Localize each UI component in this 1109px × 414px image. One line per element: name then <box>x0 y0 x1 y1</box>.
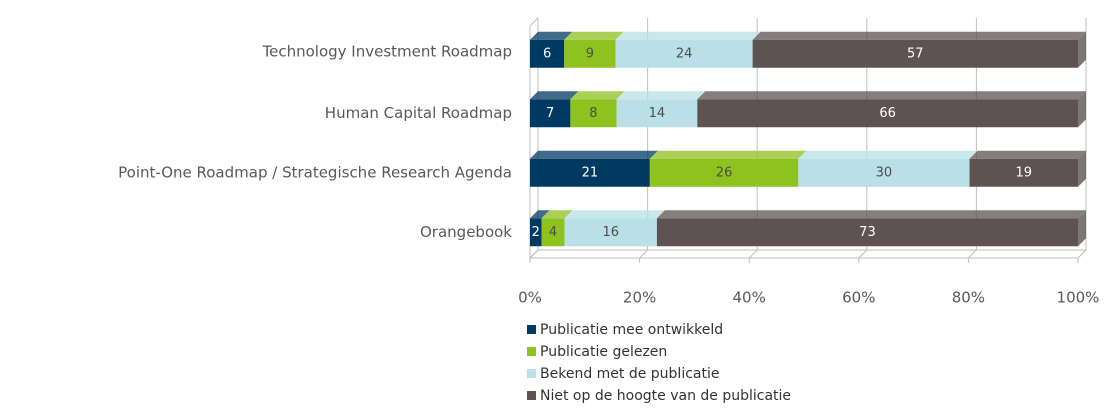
bar-top <box>656 210 1086 219</box>
legend-label: Niet op de hoogte van de publicatie <box>540 388 791 404</box>
grid-line-floor <box>968 249 977 259</box>
grid-line-floor <box>639 249 648 259</box>
legend-swatch <box>527 369 536 378</box>
bar <box>615 39 753 68</box>
bar-top <box>616 91 706 100</box>
value-label: 14 <box>649 106 666 121</box>
bar-side <box>1078 210 1086 247</box>
category-label: Orangebook <box>420 223 512 241</box>
bar-top <box>564 210 665 219</box>
bar-top <box>798 150 978 159</box>
value-label: 66 <box>879 106 896 121</box>
x-tick-label: 60% <box>842 289 875 307</box>
value-label: 73 <box>859 225 876 240</box>
value-label: 7 <box>546 106 554 121</box>
x-tick-label: 100% <box>1057 289 1100 307</box>
floor <box>528 249 1088 259</box>
category-label: Human Capital Roadmap <box>325 104 512 122</box>
bar <box>697 99 1078 128</box>
grid-line-floor <box>748 249 758 259</box>
value-label: 4 <box>549 225 557 240</box>
value-label: 19 <box>1015 165 1032 180</box>
bar-top <box>697 91 1086 100</box>
bar-side <box>1078 150 1086 187</box>
category-label: Technology Investment Roadmap <box>262 42 513 60</box>
x-tick-label: 80% <box>952 289 985 307</box>
bar-top <box>969 150 1086 159</box>
bar <box>541 218 565 247</box>
bar-side <box>1078 31 1086 68</box>
legend-swatch <box>527 391 536 400</box>
value-label: 26 <box>716 165 733 180</box>
grid-line-floor <box>858 249 868 259</box>
x-tick-label: 40% <box>733 289 766 307</box>
bar-top <box>530 210 550 219</box>
value-label: 16 <box>602 225 619 240</box>
bar-top <box>649 150 807 159</box>
value-label: 21 <box>582 165 599 180</box>
grid-line-floor <box>529 249 539 259</box>
bar <box>530 218 542 247</box>
x-tick-label: 20% <box>623 289 656 307</box>
bar-top <box>530 150 658 159</box>
value-label: 9 <box>586 46 594 61</box>
bar <box>570 99 617 128</box>
bar <box>530 158 650 187</box>
bar <box>752 39 1078 68</box>
bar-side <box>1078 91 1086 128</box>
value-label: 57 <box>907 46 924 61</box>
value-label: 30 <box>876 165 893 180</box>
bar-top <box>541 210 573 219</box>
bar <box>798 158 970 187</box>
bar-top <box>530 91 579 100</box>
legend-label: Publicatie mee ontwikkeld <box>540 322 723 338</box>
category-label: Point-One Roadmap / Strategische Researc… <box>118 163 512 181</box>
grid-line-floor <box>1077 249 1087 259</box>
bar <box>564 218 657 247</box>
bar-top <box>615 31 761 40</box>
bar <box>530 39 565 68</box>
legend-swatch <box>527 347 536 356</box>
value-label: 6 <box>543 46 551 61</box>
value-label: 2 <box>532 225 540 240</box>
bar-top <box>752 31 1086 40</box>
bar <box>616 99 698 128</box>
legend-swatch <box>527 325 536 334</box>
bar <box>530 99 571 128</box>
bar-top <box>530 31 573 40</box>
bar <box>564 39 616 68</box>
value-label: 24 <box>676 46 693 61</box>
bar <box>656 218 1078 247</box>
bar-top <box>570 91 625 100</box>
x-tick-label: 0% <box>518 289 542 307</box>
value-label: 8 <box>589 106 597 121</box>
bar <box>969 158 1078 187</box>
legend-label: Publicatie gelezen <box>540 344 667 360</box>
bar <box>649 158 799 187</box>
legend-label: Bekend met de publicatie <box>540 366 719 382</box>
bar-top <box>564 31 624 40</box>
